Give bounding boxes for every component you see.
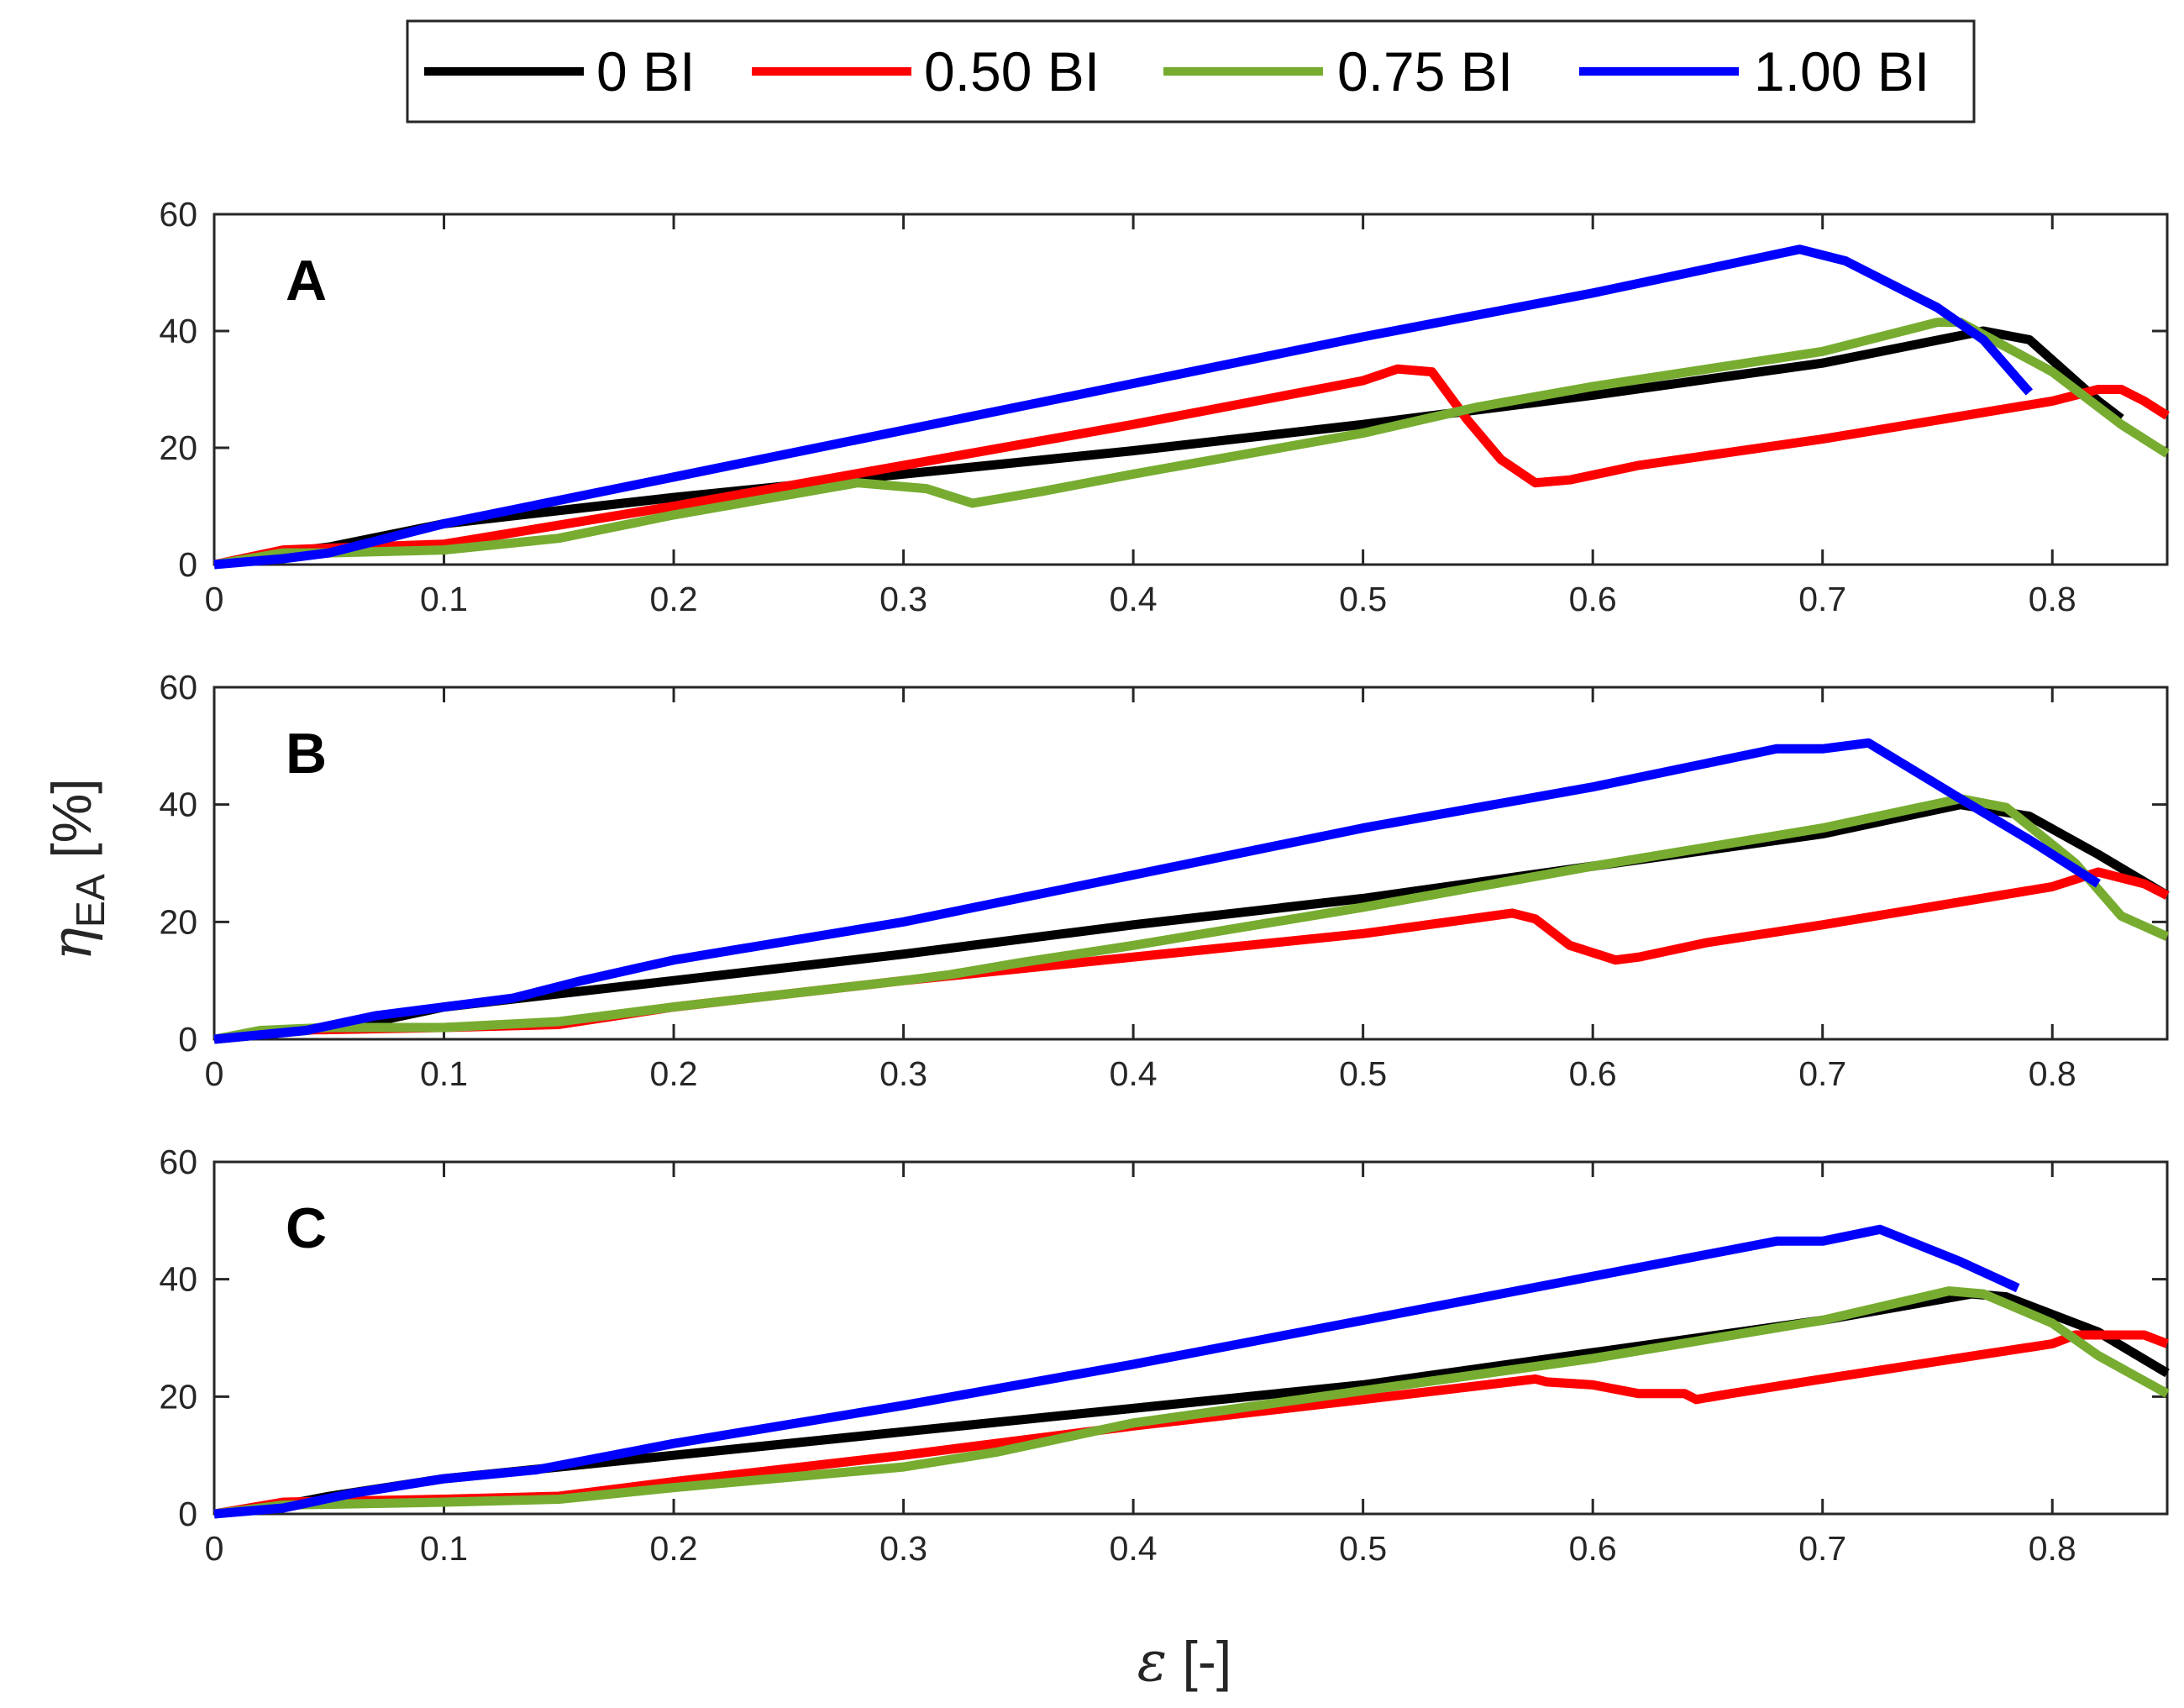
x-tick-label: 0.8	[2029, 580, 2076, 618]
plot-area	[213, 1160, 2169, 1516]
y-tick-label: 60	[159, 668, 197, 707]
x-axis-title: ε [-]	[1137, 1629, 1231, 1694]
series-line-100bi	[213, 1224, 2020, 1519]
panel-b: 0 0.1 0.2 0.3 0.4 0.5 0.6 0.7 0.8 0 20 40 60 B	[159, 668, 2170, 1093]
x-tick-label: 0	[205, 1529, 224, 1568]
x-tick-label: 0.2	[650, 1529, 698, 1568]
x-tick-label: 0.6	[1569, 1054, 1617, 1093]
series-line-075bi	[213, 1286, 2170, 1519]
x-tick-label: 0.5	[1339, 580, 1387, 618]
x-tick-label: 0.4	[1110, 580, 1158, 618]
x-tick-label: 0.2	[650, 1054, 698, 1093]
legend-label-100bi: 1.00 BI	[1754, 40, 1929, 102]
x-tick-label: 0.3	[879, 1054, 927, 1093]
y-tick-label: 0	[178, 1020, 197, 1059]
x-tick-label: 0.4	[1110, 1054, 1158, 1093]
x-tick-label: 0.8	[2029, 1054, 2076, 1093]
x-tick-label: 0.5	[1339, 1529, 1387, 1568]
panel-letter: B	[286, 722, 327, 786]
x-tick-label: 0	[205, 1054, 224, 1093]
series-line-100bi	[213, 738, 2101, 1044]
series-line-100bi	[213, 244, 2034, 570]
legend-label-0bi: 0 BI	[596, 40, 695, 102]
x-tick-label: 0.7	[1798, 1054, 1846, 1093]
x-tick-label: 0.7	[1798, 580, 1846, 618]
panel-letter: A	[286, 249, 327, 313]
x-tick-label: 0.7	[1798, 1529, 1846, 1568]
x-tick-label: 0.2	[650, 580, 698, 618]
y-tick-label: 20	[159, 902, 197, 941]
x-tick-label: 0.5	[1339, 1054, 1387, 1093]
x-tick-label: 0.1	[420, 580, 468, 618]
legend: 0 BI 0.50 BI 0.75 BI 1.00 BI	[406, 19, 1976, 124]
y-tick-label: 40	[159, 786, 197, 824]
y-tick-label: 0	[178, 545, 197, 584]
y-tick-label: 40	[159, 1260, 197, 1299]
x-tick-label: 0.6	[1569, 580, 1617, 618]
y-tick-label: 60	[159, 1143, 197, 1181]
y-tick-label: 20	[159, 1377, 197, 1416]
x-tick-label: 0	[205, 580, 224, 618]
x-tick-label: 0.3	[879, 1529, 927, 1568]
x-tick-label: 0.6	[1569, 1529, 1617, 1568]
x-tick-label: 0.1	[420, 1054, 468, 1093]
y-tick-label: 60	[159, 195, 197, 234]
panel-letter: C	[286, 1196, 327, 1260]
legend-label-050bi: 0.50 BI	[924, 40, 1100, 102]
x-tick-label: 0.8	[2029, 1529, 2076, 1568]
y-tick-label: 40	[159, 312, 197, 350]
x-tick-label: 0.4	[1110, 1529, 1158, 1568]
x-tick-label: 0.1	[420, 1529, 468, 1568]
y-axis-title: ηEA [%]	[39, 778, 113, 960]
y-tick-label: 0	[178, 1495, 197, 1533]
panel-a: 0 0.1 0.2 0.3 0.4 0.5 0.6 0.7 0.8 0 20 40 60 A	[159, 195, 2170, 618]
legend-label-075bi: 0.75 BI	[1337, 40, 1513, 102]
x-tick-label: 0.3	[879, 580, 927, 618]
panel-c: 0 0.1 0.2 0.3 0.4 0.5 0.6 0.7 0.8 0 20 40 60 C	[159, 1143, 2170, 1568]
y-tick-label: 20	[159, 428, 197, 467]
series-line-075bi	[213, 794, 2170, 1044]
